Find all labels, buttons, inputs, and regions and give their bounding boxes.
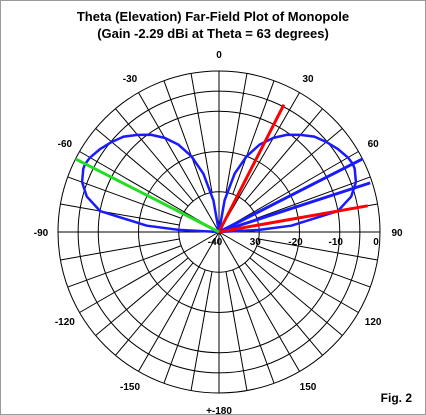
chart-title: Theta (Elevation) Far-Field Plot of Mono… bbox=[76, 9, 350, 24]
grid-spoke bbox=[244, 108, 323, 202]
radial-tick-label: 0 bbox=[373, 237, 379, 248]
angle-tick-label: 150 bbox=[300, 382, 317, 393]
angle-tick-label: 30 bbox=[302, 74, 314, 85]
angle-tick-label: -120 bbox=[55, 317, 75, 328]
grid-spoke bbox=[190, 73, 213, 193]
grid-spoke bbox=[218, 231, 359, 313]
grid-spoke bbox=[115, 262, 194, 356]
marker-line-green bbox=[74, 157, 220, 234]
grid-spoke bbox=[258, 238, 378, 261]
grid-spoke bbox=[163, 80, 206, 195]
marker-line-blue bbox=[218, 181, 371, 234]
grid-spoke bbox=[163, 269, 206, 384]
grid-spoke bbox=[256, 245, 371, 288]
pattern-lobe bbox=[217, 133, 358, 234]
radial-tick-label: -40 bbox=[208, 237, 223, 248]
grid-spoke bbox=[60, 238, 180, 261]
grid-spoke bbox=[138, 92, 220, 233]
radial-tick-label: -10 bbox=[329, 237, 344, 248]
angle-tick-label: 60 bbox=[368, 139, 380, 150]
angle-tick-label: -90 bbox=[34, 228, 49, 239]
marker-line-blue bbox=[218, 157, 364, 234]
grid-spoke bbox=[232, 269, 275, 384]
grid-spoke bbox=[225, 73, 248, 193]
angle-tick-label: -30 bbox=[123, 74, 138, 85]
angle-tick-label: +-180 bbox=[206, 406, 232, 415]
grid-spoke bbox=[115, 108, 194, 202]
figure-label: Fig. 2 bbox=[380, 391, 412, 405]
grid-spoke bbox=[218, 231, 300, 372]
grid-spoke bbox=[67, 176, 182, 219]
angle-tick-label: 0 bbox=[216, 50, 222, 61]
marker-line-red bbox=[217, 104, 286, 233]
grid-spoke bbox=[256, 176, 371, 219]
angle-tick-label: -60 bbox=[58, 139, 73, 150]
grid-spoke bbox=[244, 262, 323, 356]
grid-spoke bbox=[190, 271, 213, 391]
grid-spoke bbox=[79, 231, 220, 313]
grid-spoke bbox=[138, 231, 220, 372]
grid-spoke bbox=[60, 203, 180, 226]
chart-subtitle: (Gain -2.29 dBi at Theta = 63 degrees) bbox=[97, 26, 329, 41]
angle-tick-label: 120 bbox=[365, 317, 382, 328]
marker-line-red bbox=[218, 204, 368, 234]
radial-tick-label: 30 bbox=[250, 237, 262, 248]
radial-tick-label: -20 bbox=[288, 237, 303, 248]
grid-spoke bbox=[95, 257, 189, 336]
grid-spoke bbox=[67, 245, 182, 288]
grid-spoke bbox=[249, 257, 343, 336]
angle-tick-label: 90 bbox=[391, 228, 403, 239]
grid-spoke bbox=[232, 80, 275, 195]
angle-tick-label: -150 bbox=[120, 382, 140, 393]
pattern-lobe bbox=[80, 133, 221, 234]
grid-spoke bbox=[225, 271, 248, 391]
